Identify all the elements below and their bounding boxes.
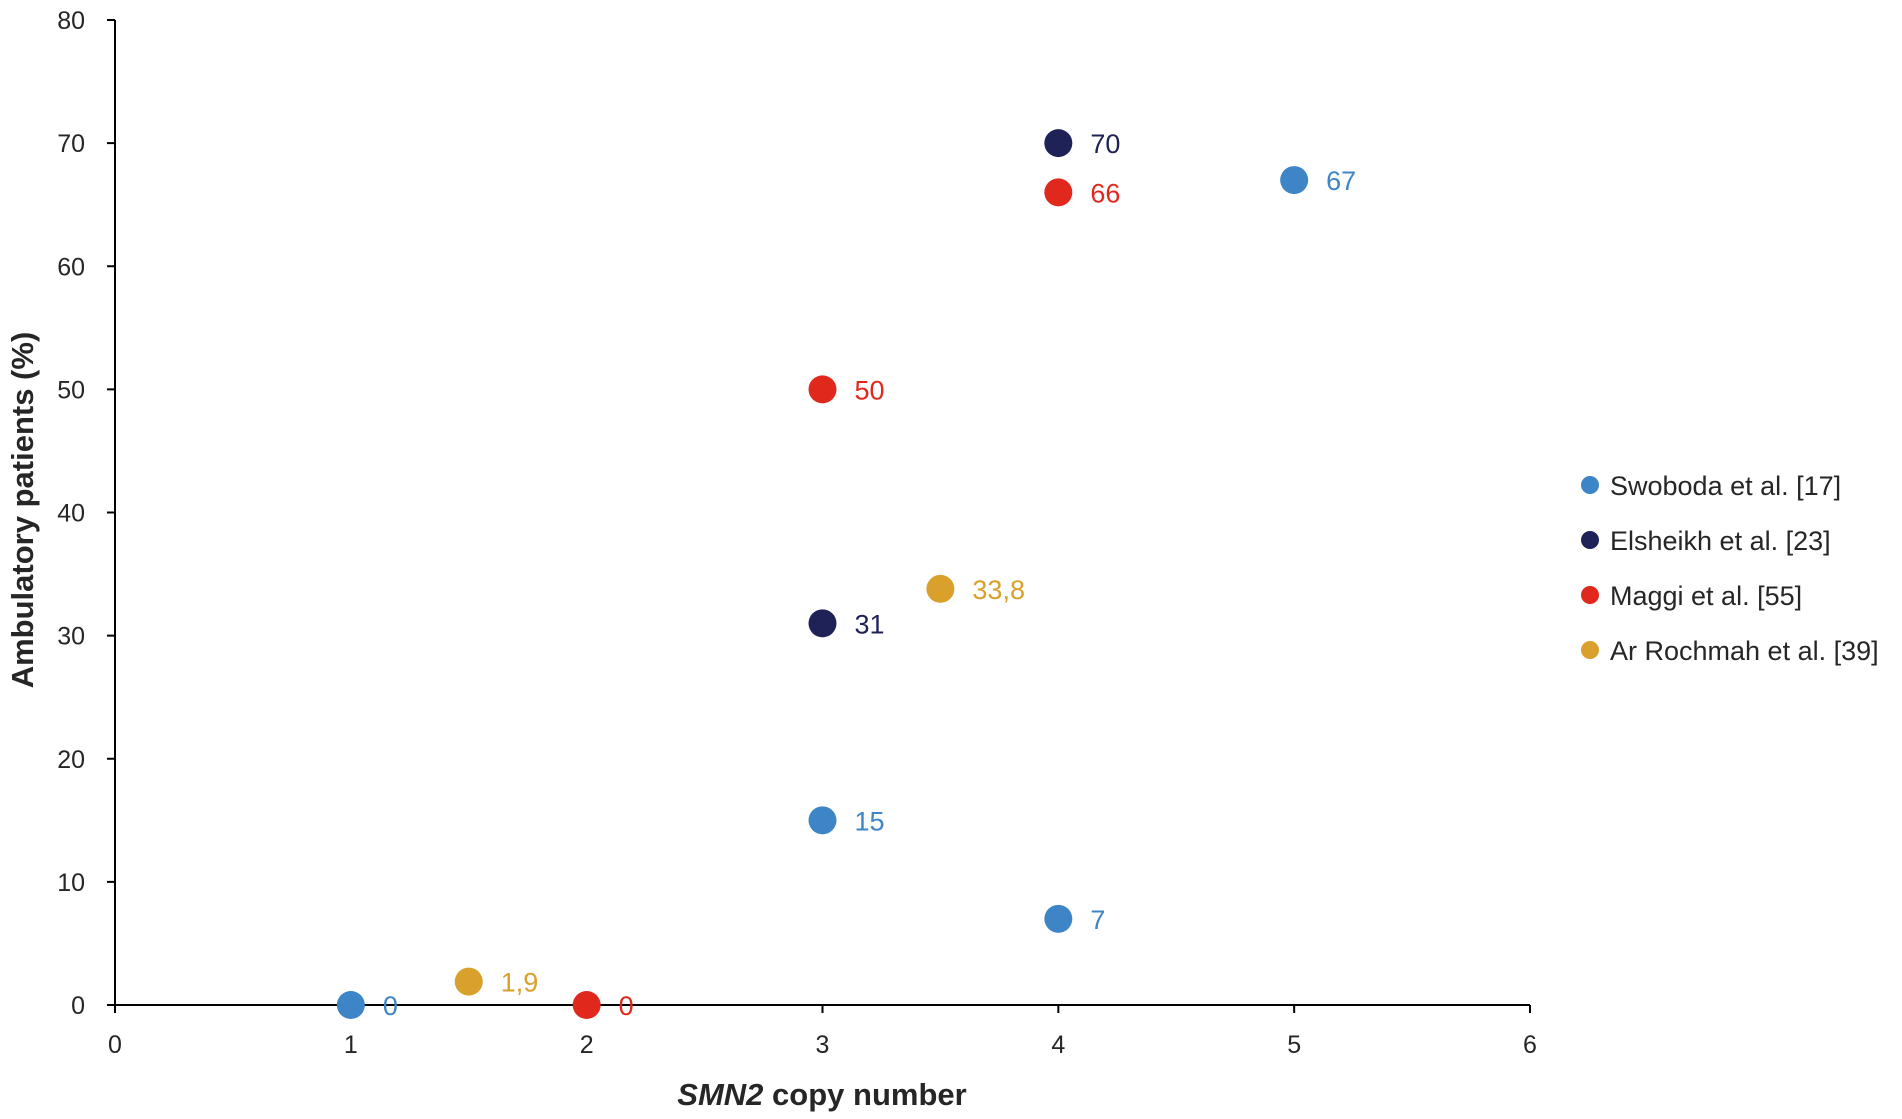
data-point <box>808 806 837 835</box>
x-axis-title-rest: copy number <box>763 1077 966 1112</box>
data-label: 50 <box>855 375 885 405</box>
y-tick-label: 50 <box>57 376 85 404</box>
legend-marker <box>1581 476 1599 494</box>
y-tick-label: 0 <box>71 992 85 1020</box>
data-points <box>336 129 1309 1019</box>
legend-marker <box>1581 531 1599 549</box>
legend: Swoboda et al. [17] Elsheikh et al. [23] M… <box>1581 471 1879 666</box>
y-tick-label: 70 <box>57 130 85 158</box>
data-point <box>1044 178 1073 207</box>
y-tick-label: 20 <box>57 746 85 774</box>
legend-entry: Swoboda et al. [17] <box>1610 471 1841 501</box>
data-label: 0 <box>619 991 634 1021</box>
y-tick-label: 60 <box>57 253 85 281</box>
data-point <box>572 991 601 1019</box>
x-axis-title: SMN2 copy number <box>677 1077 966 1112</box>
data-point <box>1044 129 1073 158</box>
data-label: 31 <box>855 609 885 639</box>
x-tick-label: 1 <box>344 1031 358 1059</box>
y-tick-label: 30 <box>57 623 85 651</box>
data-label: 1,9 <box>501 968 539 998</box>
x-tick-label: 2 <box>580 1031 594 1059</box>
y-tick-label: 80 <box>57 7 85 35</box>
x-tick-label: 3 <box>816 1031 830 1059</box>
legend-marker <box>1581 641 1599 659</box>
y-axis-title: Ambulatory patients (%) <box>5 332 40 689</box>
data-point <box>808 375 837 404</box>
y-tick-label: 40 <box>57 500 85 528</box>
legend-entry: Elsheikh et al. [23] <box>1610 526 1831 556</box>
data-label: 15 <box>855 806 885 836</box>
data-label: 7 <box>1090 905 1105 935</box>
data-label: 70 <box>1090 129 1120 159</box>
data-label: 67 <box>1326 166 1356 196</box>
data-point <box>1044 904 1073 933</box>
data-point <box>1280 166 1309 195</box>
legend-entry: Ar Rochmah et al. [39] <box>1610 636 1879 666</box>
legend-entry: Maggi et al. [55] <box>1610 581 1802 611</box>
x-tick-label: 0 <box>108 1031 122 1059</box>
data-point <box>454 967 483 996</box>
x-tick-label: 6 <box>1523 1031 1537 1059</box>
x-axis-title-italic: SMN2 <box>677 1077 763 1112</box>
data-point <box>926 574 955 603</box>
data-label: 66 <box>1090 178 1120 208</box>
data-labels: 0 15 7 67 31 70 0 50 66 1,9 33,8 <box>383 129 1356 1021</box>
data-label: 0 <box>383 991 398 1021</box>
data-label: 33,8 <box>972 575 1025 605</box>
data-point <box>336 991 365 1019</box>
legend-marker <box>1581 586 1599 604</box>
data-point <box>808 609 837 638</box>
x-tick-label: 5 <box>1287 1031 1301 1059</box>
y-tick-label: 10 <box>57 869 85 897</box>
axes <box>114 20 1530 1006</box>
x-tick-label: 4 <box>1051 1031 1065 1059</box>
